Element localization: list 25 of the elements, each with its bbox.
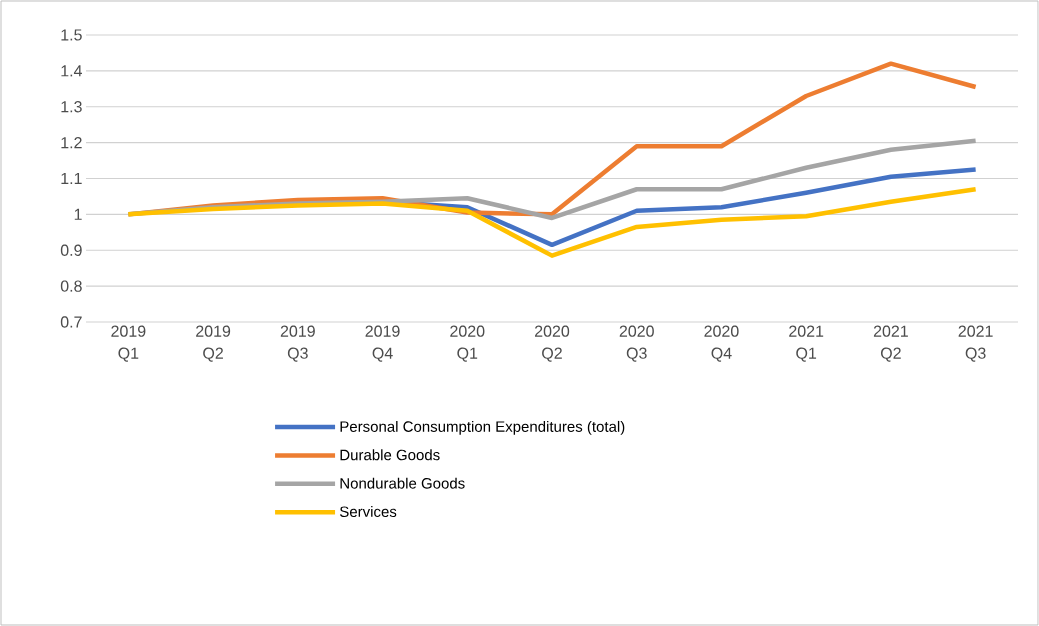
legend-label: Personal Consumption Expenditures (total) — [340, 420, 625, 435]
x-tick-label: 2019 Q4 — [365, 325, 400, 362]
x-tick-label: 2021 Q2 — [873, 325, 908, 362]
x-tick-label: 2019 Q3 — [280, 325, 315, 362]
legend-label: Durable Goods — [340, 449, 440, 461]
x-tick-label: 2020 Q3 — [619, 325, 654, 362]
legend-label: Nondurable Goods — [340, 477, 465, 489]
y-tick-label: 1 — [74, 208, 82, 220]
x-tick-label: 2020 Q2 — [535, 325, 570, 362]
x-tick-label: 2020 Q1 — [450, 325, 485, 362]
y-tick-label: 1.1 — [61, 172, 82, 184]
y-tick-label: 1.2 — [61, 137, 82, 149]
x-tick-label: 2021 Q1 — [789, 325, 824, 362]
y-tick-label: 0.8 — [60, 280, 82, 292]
x-tick-label: 2021 Q3 — [958, 325, 993, 362]
y-tick-label: 0.7 — [60, 316, 82, 328]
legend-label: Services — [339, 506, 397, 518]
x-tick-label: 2020 Q4 — [704, 325, 739, 362]
x-tick-label: 2019 Q1 — [111, 325, 146, 362]
y-tick-label: 0.9 — [60, 244, 82, 256]
y-tick-label: 1.5 — [61, 29, 82, 41]
line-series — [126, 187, 978, 258]
y-tick-label: 1.4 — [61, 65, 82, 77]
y-tick-label: 1.3 — [61, 101, 82, 113]
x-tick-label: 2019 Q2 — [196, 325, 231, 362]
